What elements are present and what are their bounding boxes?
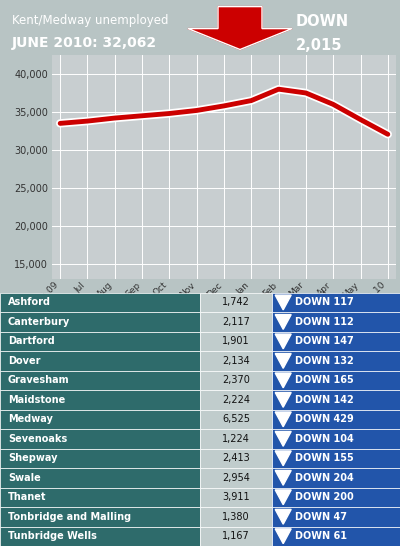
Bar [200, 331, 272, 351]
Text: DOWN 112: DOWN 112 [295, 317, 354, 327]
Bar [0, 507, 200, 526]
Bar [200, 390, 272, 410]
Text: 2,134: 2,134 [222, 356, 250, 366]
Bar [0, 429, 200, 449]
Text: DOWN 165: DOWN 165 [295, 376, 354, 385]
Text: 1,380: 1,380 [222, 512, 250, 522]
Bar [200, 371, 272, 390]
Polygon shape [275, 490, 291, 505]
Text: 6,525: 6,525 [222, 414, 250, 424]
Bar [0, 351, 200, 371]
Text: DOWN 117: DOWN 117 [295, 298, 354, 307]
Text: 2,370: 2,370 [222, 376, 250, 385]
Bar [200, 429, 272, 449]
Bar [272, 293, 400, 312]
Bar [272, 331, 400, 351]
Text: DOWN 132: DOWN 132 [295, 356, 354, 366]
Bar [200, 351, 272, 371]
Polygon shape [275, 451, 291, 466]
Bar [0, 488, 200, 507]
Polygon shape [275, 353, 291, 369]
Bar [200, 507, 272, 526]
Bar [200, 410, 272, 429]
Bar [272, 312, 400, 331]
Text: DOWN 104: DOWN 104 [295, 434, 354, 444]
Bar [200, 526, 272, 546]
Text: DOWN: DOWN [296, 14, 349, 29]
Text: Tonbridge and Malling: Tonbridge and Malling [8, 512, 131, 522]
Text: DOWN 429: DOWN 429 [295, 414, 354, 424]
Bar [0, 410, 200, 429]
Text: 3,911: 3,911 [222, 492, 250, 502]
Text: 2,413: 2,413 [222, 453, 250, 464]
Text: JUNE 2010: 32,062: JUNE 2010: 32,062 [12, 35, 157, 50]
Polygon shape [275, 334, 291, 349]
Text: 1,742: 1,742 [222, 298, 250, 307]
Bar [272, 507, 400, 526]
Bar [272, 371, 400, 390]
Text: 2,224: 2,224 [222, 395, 250, 405]
Polygon shape [275, 314, 291, 329]
Text: DOWN 204: DOWN 204 [295, 473, 354, 483]
Bar [272, 429, 400, 449]
Bar [0, 390, 200, 410]
Bar [200, 293, 272, 312]
Text: 1,167: 1,167 [222, 531, 250, 541]
Bar [272, 526, 400, 546]
Polygon shape [275, 431, 291, 446]
Text: Ashford: Ashford [8, 298, 51, 307]
Text: 1,224: 1,224 [222, 434, 250, 444]
Text: DOWN 147: DOWN 147 [295, 336, 354, 346]
Bar [0, 526, 200, 546]
Text: Thanet: Thanet [8, 492, 46, 502]
Bar [0, 293, 200, 312]
Text: Dover: Dover [8, 356, 40, 366]
Text: Shepway: Shepway [8, 453, 58, 464]
Bar [272, 351, 400, 371]
Bar [272, 488, 400, 507]
Text: 2,954: 2,954 [222, 473, 250, 483]
Polygon shape [275, 412, 291, 427]
Text: Maidstone: Maidstone [8, 395, 65, 405]
Bar [272, 468, 400, 488]
Text: Medway: Medway [8, 414, 53, 424]
Bar [200, 488, 272, 507]
Bar [0, 468, 200, 488]
Polygon shape [275, 529, 291, 544]
Text: Gravesham: Gravesham [8, 376, 70, 385]
Text: Sevenoaks: Sevenoaks [8, 434, 67, 444]
Bar [0, 312, 200, 331]
Bar [200, 468, 272, 488]
Polygon shape [275, 471, 291, 485]
Text: DOWN 61: DOWN 61 [295, 531, 347, 541]
Polygon shape [275, 509, 291, 524]
Bar [272, 390, 400, 410]
Bar [0, 449, 200, 468]
Bar [0, 371, 200, 390]
Text: Canterbury: Canterbury [8, 317, 70, 327]
Text: Tunbridge Wells: Tunbridge Wells [8, 531, 97, 541]
Polygon shape [275, 295, 291, 310]
Bar [200, 312, 272, 331]
Text: Kent/Medway unemployed: Kent/Medway unemployed [12, 14, 168, 27]
Text: 2,015: 2,015 [296, 39, 342, 54]
Bar [272, 410, 400, 429]
Text: Dartford: Dartford [8, 336, 55, 346]
Polygon shape [188, 7, 292, 50]
Bar [0, 331, 200, 351]
Polygon shape [275, 373, 291, 388]
Polygon shape [275, 393, 291, 407]
Text: 2,117: 2,117 [222, 317, 250, 327]
Text: DOWN 155: DOWN 155 [295, 453, 354, 464]
Text: 1,901: 1,901 [222, 336, 250, 346]
Text: DOWN 47: DOWN 47 [295, 512, 347, 522]
Text: DOWN 142: DOWN 142 [295, 395, 354, 405]
Text: DOWN 200: DOWN 200 [295, 492, 354, 502]
Text: Swale: Swale [8, 473, 41, 483]
Bar [272, 449, 400, 468]
Bar [200, 449, 272, 468]
